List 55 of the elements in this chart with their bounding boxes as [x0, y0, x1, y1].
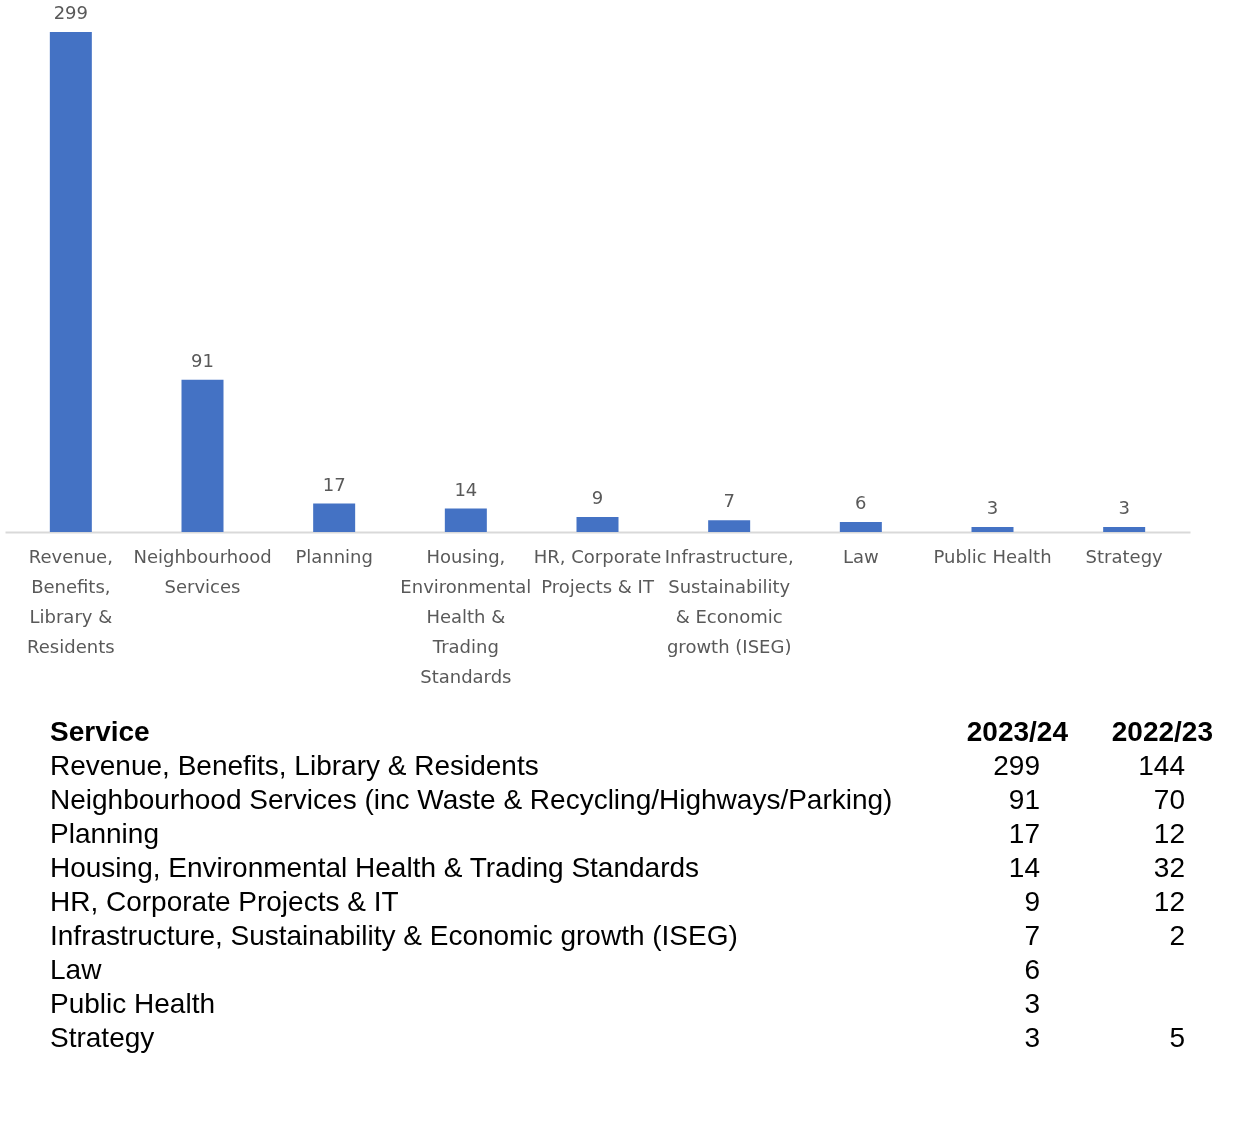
- text: Service: [50, 716, 150, 747]
- data-label: 17: [322, 473, 346, 495]
- data-label: 7: [723, 490, 735, 512]
- category-label: Housing, Environmental Health & Trading Standards: [50, 852, 700, 883]
- data-label: 3: [986, 496, 999, 518]
- data-label: 12: [1153, 818, 1185, 849]
- x-tick-label: Public Health: [933, 545, 1052, 567]
- data-label: 2: [1169, 920, 1185, 951]
- text: 2023/24: [966, 716, 1069, 747]
- data-label: 299: [53, 2, 89, 23]
- data-label: 3: [1024, 1022, 1040, 1053]
- x-tick-label: HR, Corporate Projects & IT: [533, 545, 662, 597]
- data-label: 6: [1024, 954, 1040, 985]
- x-tick-label: Infrastructure, Sustainability & Economic growth (ISEG): [664, 545, 794, 657]
- data-label: 299: [993, 750, 1040, 781]
- x-tick-label: Law: [842, 545, 879, 567]
- category-label: HR, Corporate Projects & IT: [50, 886, 399, 917]
- category-label: Revenue, Benefits, Library & Residents: [50, 750, 539, 781]
- bar: [49, 32, 92, 532]
- data-label: 70: [1153, 784, 1185, 815]
- x-tick-label: Revenue, Benefits, Library & Residents: [27, 545, 115, 657]
- bar: [971, 526, 1014, 532]
- data-label: 91: [191, 349, 214, 371]
- x-tick-label: Strategy: [1085, 545, 1164, 567]
- bar: [1103, 526, 1146, 532]
- data-label: 7: [1024, 920, 1040, 951]
- x-tick-label: Planning: [295, 545, 373, 567]
- category-label: Public Health: [50, 988, 215, 1019]
- bar: [708, 520, 751, 532]
- bar: [313, 503, 356, 532]
- data-label: 12: [1153, 886, 1185, 917]
- data-label: 6: [855, 491, 867, 513]
- x-tick-label: Neighbourhood Services: [133, 545, 272, 597]
- data-label: 9: [591, 486, 604, 508]
- data-label: 9: [1024, 886, 1040, 917]
- category-label: Strategy: [50, 1022, 155, 1053]
- data-label: 14: [1008, 852, 1040, 883]
- data-label: 3: [1118, 496, 1130, 518]
- text: 2022/23: [1111, 716, 1213, 747]
- bar: [444, 508, 487, 532]
- data-label: 3: [1024, 988, 1040, 1019]
- data-label: 91: [1008, 784, 1040, 815]
- bar: [576, 516, 619, 532]
- data-label: 144: [1138, 750, 1185, 781]
- bar: [181, 379, 224, 532]
- category-label: Infrastructure, Sustainability & Economic growth (ISEG): [50, 920, 738, 951]
- category-label: Neighbourhood Services (inc Waste & Recycling/Highways/Parking): [50, 784, 893, 815]
- data-label: 17: [1008, 818, 1040, 849]
- data-label: 5: [1169, 1022, 1185, 1053]
- category-label: Planning: [50, 818, 159, 849]
- bar: [839, 521, 882, 532]
- category-label: Law: [50, 954, 103, 985]
- data-label: 14: [454, 478, 478, 500]
- data-label: 32: [1153, 852, 1185, 883]
- x-tick-label: Housing, Environmental Health & Trading Standards: [400, 545, 532, 687]
